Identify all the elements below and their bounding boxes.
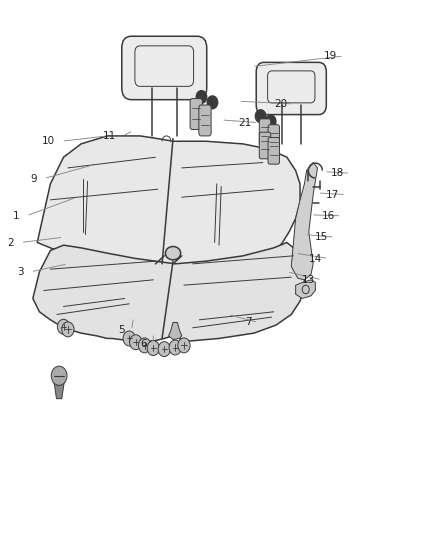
Text: 21: 21 [239, 118, 252, 127]
Text: 11: 11 [103, 131, 116, 141]
Circle shape [207, 96, 218, 109]
FancyBboxPatch shape [190, 99, 202, 130]
Polygon shape [296, 280, 315, 298]
Text: 13: 13 [302, 275, 315, 285]
Circle shape [178, 338, 190, 353]
Text: 19: 19 [324, 51, 337, 61]
Text: 10: 10 [42, 136, 55, 146]
Circle shape [123, 331, 135, 346]
FancyBboxPatch shape [122, 36, 207, 100]
Circle shape [51, 366, 67, 385]
Text: 16: 16 [322, 211, 335, 221]
Text: 14: 14 [309, 254, 322, 263]
FancyBboxPatch shape [259, 132, 271, 159]
Text: 20: 20 [274, 99, 287, 109]
Text: 1: 1 [13, 211, 20, 221]
FancyBboxPatch shape [268, 125, 279, 151]
Polygon shape [54, 381, 64, 399]
Text: 18: 18 [331, 168, 344, 178]
Circle shape [62, 322, 74, 337]
Circle shape [147, 341, 159, 356]
Circle shape [169, 340, 181, 355]
Circle shape [138, 338, 151, 353]
Text: 17: 17 [326, 190, 339, 199]
Polygon shape [33, 243, 304, 341]
FancyBboxPatch shape [268, 138, 279, 164]
Circle shape [57, 319, 70, 334]
Text: 9: 9 [31, 174, 37, 183]
FancyBboxPatch shape [256, 62, 326, 115]
Polygon shape [291, 163, 318, 280]
Text: 6: 6 [140, 339, 147, 349]
Polygon shape [37, 136, 300, 266]
Text: 2: 2 [7, 238, 14, 247]
Circle shape [130, 335, 142, 350]
Text: 7: 7 [245, 318, 252, 327]
Text: 5: 5 [118, 326, 125, 335]
FancyBboxPatch shape [199, 105, 211, 136]
FancyBboxPatch shape [259, 119, 271, 146]
Circle shape [196, 91, 207, 103]
Ellipse shape [166, 246, 180, 260]
Text: 15: 15 [315, 232, 328, 242]
Circle shape [255, 110, 266, 123]
Circle shape [265, 115, 276, 128]
Circle shape [158, 342, 170, 357]
Text: 3: 3 [18, 267, 24, 277]
Polygon shape [169, 322, 182, 340]
